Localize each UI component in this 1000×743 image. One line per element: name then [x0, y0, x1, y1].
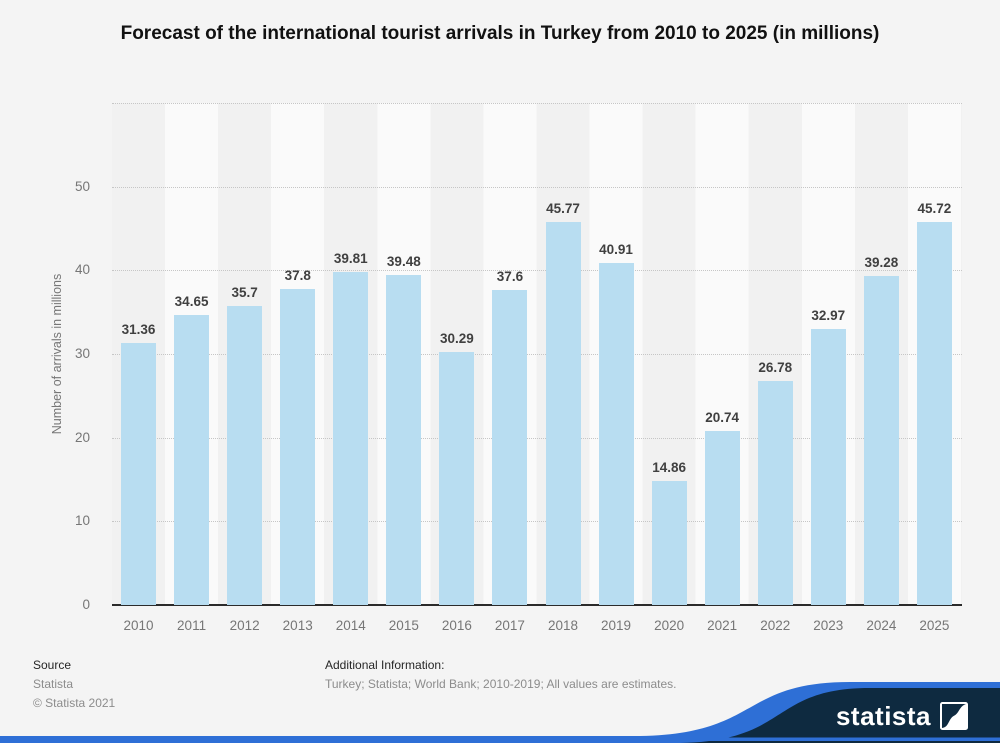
x-tick-label: 2020: [654, 618, 685, 633]
bar-value-label: 32.97: [811, 308, 846, 324]
banner-blue-bottom-line: [0, 737, 1000, 741]
statista-logo-icon: [940, 702, 968, 730]
bar-2019: [598, 262, 634, 605]
x-tick-label: 2014: [335, 618, 366, 633]
y-tick-label: 0: [82, 597, 90, 612]
x-tick-label: 2012: [229, 618, 260, 633]
y-tick-label: 40: [74, 262, 90, 278]
additional-info-text: Turkey; Statista; World Bank; 2010-2019;…: [325, 677, 677, 691]
x-axis-labels: 2010 2011 2012 2013 2014 2015 2016 2017 2018 2019…: [112, 616, 962, 636]
bar-value-label: 20.74: [705, 410, 740, 426]
x-tick-label: 2010: [123, 618, 154, 633]
bar-value-label: 31.36: [121, 321, 156, 337]
banner-navy-block: [680, 688, 1000, 743]
bar-value-label: 30.29: [439, 330, 474, 346]
copyright-text: © Statista 2021: [33, 696, 116, 710]
x-tick-label: 2017: [494, 618, 525, 633]
bar-2022: [757, 380, 793, 605]
bar-value-label: 35.7: [231, 285, 258, 301]
x-tick-label: 2022: [760, 618, 791, 633]
x-tick-label: 2019: [601, 618, 632, 633]
bar-2012: [227, 306, 263, 605]
source-name: Statista: [33, 677, 74, 691]
y-axis-ticks: 0 10 20 30 40 50: [0, 103, 90, 612]
gridline-30: [112, 354, 962, 355]
bar-value-label: 14.86: [652, 459, 687, 475]
x-tick-label: 2015: [388, 618, 419, 633]
gridline-20: [112, 437, 962, 439]
additional-info-block: Additional Information: Turkey; Statista…: [325, 656, 677, 694]
y-tick-label: 30: [74, 346, 90, 361]
bar-2024: [863, 276, 899, 605]
bar-2010: [121, 342, 157, 605]
bar-value-label: 37.6: [496, 269, 524, 285]
gridline-50: [112, 186, 962, 188]
bar-2013: [280, 288, 316, 605]
source-label: Source: [33, 658, 72, 672]
bar-value-label: 39.81: [333, 250, 368, 266]
bar-2015: [386, 274, 422, 605]
additional-info-label: Additional Information:: [325, 658, 445, 672]
bar-value-label: 34.65: [174, 294, 209, 310]
banner-blue-wave: [0, 682, 1000, 743]
y-tick-label: 20: [74, 429, 90, 445]
banner-wave-graphic: [0, 682, 1000, 743]
x-axis-line: [112, 604, 962, 606]
x-tick-label: 2021: [707, 618, 738, 633]
statista-banner: statista: [0, 670, 1000, 743]
bar-2021: [704, 431, 740, 605]
x-tick-label: 2016: [441, 618, 472, 633]
plot-area: 31.36 34.65 35.7 37.8 39.81 39.48 30.29 37.6 45.…: [112, 103, 962, 606]
bar-2016: [439, 351, 475, 605]
x-tick-label: 2025: [919, 618, 950, 633]
bar-value-label: 40.91: [599, 241, 633, 257]
bar-2025: [916, 222, 952, 605]
bar-value-label: 45.72: [917, 201, 952, 217]
bar-2014: [333, 271, 369, 605]
bar-value-label: 26.78: [758, 359, 793, 375]
bar-2011: [174, 315, 210, 605]
y-tick-label: 10: [74, 513, 90, 529]
gridline-60: [112, 103, 962, 104]
y-tick-label: 50: [74, 178, 90, 194]
x-tick-label: 2023: [813, 618, 844, 633]
bar-2018: [545, 222, 581, 605]
x-tick-label: 2018: [547, 618, 579, 633]
x-tick-label: 2011: [177, 618, 207, 633]
statista-brand: statista: [836, 702, 968, 730]
gridline-40: [112, 270, 962, 272]
statista-wordmark: statista: [835, 701, 931, 731]
bar-2017: [492, 290, 528, 605]
bar-2020: [651, 480, 687, 605]
bar-value-label: 37.8: [284, 267, 311, 283]
bar-value-label: 39.28: [864, 255, 899, 271]
bar-value-label: 45.77: [546, 201, 580, 217]
x-tick-label: 2013: [282, 618, 313, 633]
x-tick-label: 2024: [866, 618, 897, 633]
chart-title: Forecast of the international tourist ar…: [120, 23, 880, 44]
bar-value-label: 39.48: [386, 253, 421, 269]
source-block: Source Statista © Statista 2021: [33, 656, 115, 713]
gridline-10: [112, 521, 962, 523]
bar-2023: [810, 329, 846, 605]
